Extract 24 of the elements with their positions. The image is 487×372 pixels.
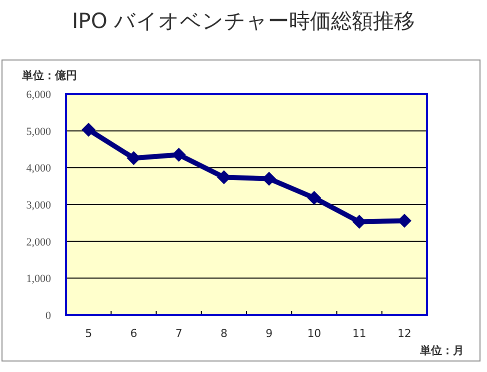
y-tick-label: 4,000	[26, 162, 52, 175]
y-tick-label: 2,000	[26, 236, 52, 248]
y-tick-label: 6,000	[26, 89, 52, 101]
chart-title: IPO バイオベンチャー時価総額推移	[72, 9, 416, 33]
point	[216, 170, 231, 184]
point	[307, 190, 322, 205]
y-tick-label: 3,000	[26, 200, 52, 212]
y-axis-title: 単位：億円	[21, 69, 77, 82]
x-axis-title: 単位：月	[419, 344, 464, 357]
y-tick-label: 5,000	[26, 126, 52, 138]
point	[172, 148, 186, 162]
y-tick-label: 1,000	[26, 273, 52, 286]
x-tick-label: 12	[397, 327, 412, 340]
x-tick-label: 11	[352, 327, 366, 340]
x-tick-label: 9	[266, 327, 273, 340]
point	[82, 122, 96, 137]
x-tick-label: 6	[130, 327, 138, 340]
x-tick-label: 7	[175, 327, 182, 340]
point	[262, 172, 276, 186]
x-tick-label: 10	[307, 327, 322, 340]
y-tick-label: 0	[46, 310, 52, 322]
x-tick-label: 5	[85, 327, 92, 340]
point	[126, 151, 141, 166]
x-tick-label: 8	[220, 327, 228, 340]
